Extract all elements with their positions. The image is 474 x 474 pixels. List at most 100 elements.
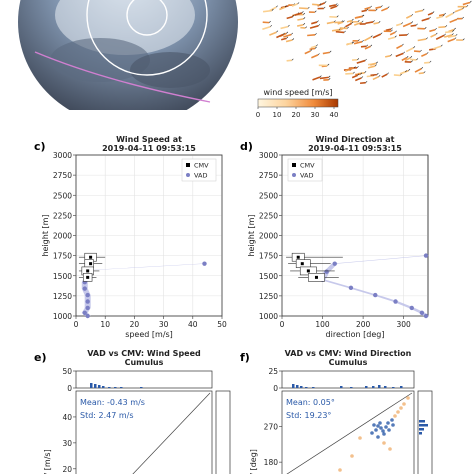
wind-vector (410, 24, 417, 27)
wind-vector-head (352, 41, 355, 44)
wind-vector (309, 25, 319, 29)
hist-bar (90, 383, 93, 388)
wind-vector (280, 25, 289, 30)
panel-label-c: c) (34, 140, 46, 153)
wind-vector-head (435, 32, 438, 35)
wind-vector-head (453, 27, 456, 30)
wind-vector (367, 65, 376, 69)
wind-vector (311, 54, 319, 59)
scatter-point (386, 421, 390, 425)
scatter-point (396, 410, 400, 414)
wind-vector (370, 73, 377, 77)
wind-vector-head (303, 23, 306, 25)
wind-vector-head (394, 30, 397, 33)
x-tick-label: 50 (217, 320, 227, 329)
wind-vector (309, 47, 316, 51)
wind-vector-head (394, 35, 397, 38)
wind-vector-head (416, 58, 419, 61)
wind-vector-head (351, 21, 354, 24)
y-tick-label: 2750 (53, 171, 72, 180)
wind-vector-head (307, 6, 310, 9)
wind-vector (283, 33, 292, 38)
wind-vector-head (346, 26, 349, 29)
wind-vector (360, 45, 367, 48)
wind-vector-head (452, 11, 455, 14)
wind-vector-head (410, 56, 413, 58)
wind-vector-head (380, 32, 383, 35)
scatter-point (399, 406, 403, 410)
wind-vector-head (352, 71, 355, 74)
stat-mean: Mean: -0.43 m/s (80, 398, 145, 407)
wind-vector-head (284, 5, 287, 8)
wind-vector-head (351, 18, 354, 21)
wind-vector (418, 72, 424, 75)
side-histogram-frame (215, 390, 231, 474)
wind-vector (297, 18, 304, 21)
plot-frame (75, 154, 223, 317)
wind-vector (365, 21, 374, 25)
chart-title: VAD vs CMV: Wind Speed (87, 349, 201, 358)
wind-vector-head (445, 25, 448, 28)
chart-subtitle: 2019-04-11 09:53:15 (102, 144, 196, 153)
hist-y-tick-label: 0 (67, 384, 72, 393)
vad-point (393, 299, 398, 304)
hist-bar (292, 384, 295, 388)
wind-vector-head (315, 44, 318, 47)
scatter-point (374, 428, 378, 432)
wind-vector (402, 22, 412, 28)
scatter-point (388, 447, 392, 451)
wind-vector-head (314, 33, 317, 35)
scatter-point (370, 431, 374, 435)
wind-vector (312, 76, 321, 81)
colorbar-tick-label: 30 (311, 111, 320, 119)
wind-vector (353, 21, 363, 26)
wind-vector-head (466, 4, 469, 7)
scatter-point (376, 435, 380, 439)
wind-vector-head (469, 0, 472, 3)
wind-vector-head (319, 75, 322, 78)
wind-vector-head (378, 74, 381, 77)
wind-vector (291, 3, 298, 7)
x-tick-label: 300 (397, 320, 412, 329)
wind-vector-head (270, 25, 273, 27)
wind-vector (384, 54, 391, 58)
x-tick-label: 200 (356, 320, 371, 329)
colorbar: wind speed [m/s] 0 10 20 30 40 (256, 88, 339, 119)
wind-vector-head (362, 14, 365, 17)
vad-point (82, 286, 87, 291)
wind-vector (354, 77, 362, 82)
wind-vector-head (356, 66, 359, 68)
wind-vector-head (328, 78, 331, 80)
wind-vector-head (424, 27, 427, 29)
wind-vector-head (428, 16, 431, 19)
wind-vector-head (271, 8, 274, 11)
wind-vector (337, 21, 344, 25)
wind-vector (346, 19, 353, 23)
wind-vector (366, 75, 374, 78)
wind-vector (353, 40, 363, 45)
side-hist-bar (419, 432, 422, 435)
wind-vector-head (429, 60, 432, 63)
wind-vector (396, 23, 402, 27)
stat-std: Std: 2.47 m/s (80, 411, 134, 420)
wind-vector-head (342, 20, 345, 23)
wind-vector-head (440, 44, 443, 47)
wind-vector (331, 28, 340, 32)
sky-camera-image (18, 0, 238, 110)
wind-vector (286, 59, 292, 62)
wind-vector (421, 17, 430, 22)
wind-vector-head (421, 67, 424, 69)
hist-bar (94, 384, 97, 388)
vad-point (202, 261, 207, 266)
wind-vector-head (432, 11, 435, 14)
wind-vector-head (364, 71, 367, 73)
x-tick-label: 100 (315, 320, 330, 329)
y-tick-label: 1000 (53, 312, 72, 321)
wind-vector-head (380, 5, 383, 8)
wind-vector (345, 72, 354, 75)
hist-bar (312, 387, 315, 388)
wind-vector (385, 28, 392, 32)
x-axis-label: speed [m/s] (125, 330, 173, 339)
wind-vector (381, 73, 388, 78)
